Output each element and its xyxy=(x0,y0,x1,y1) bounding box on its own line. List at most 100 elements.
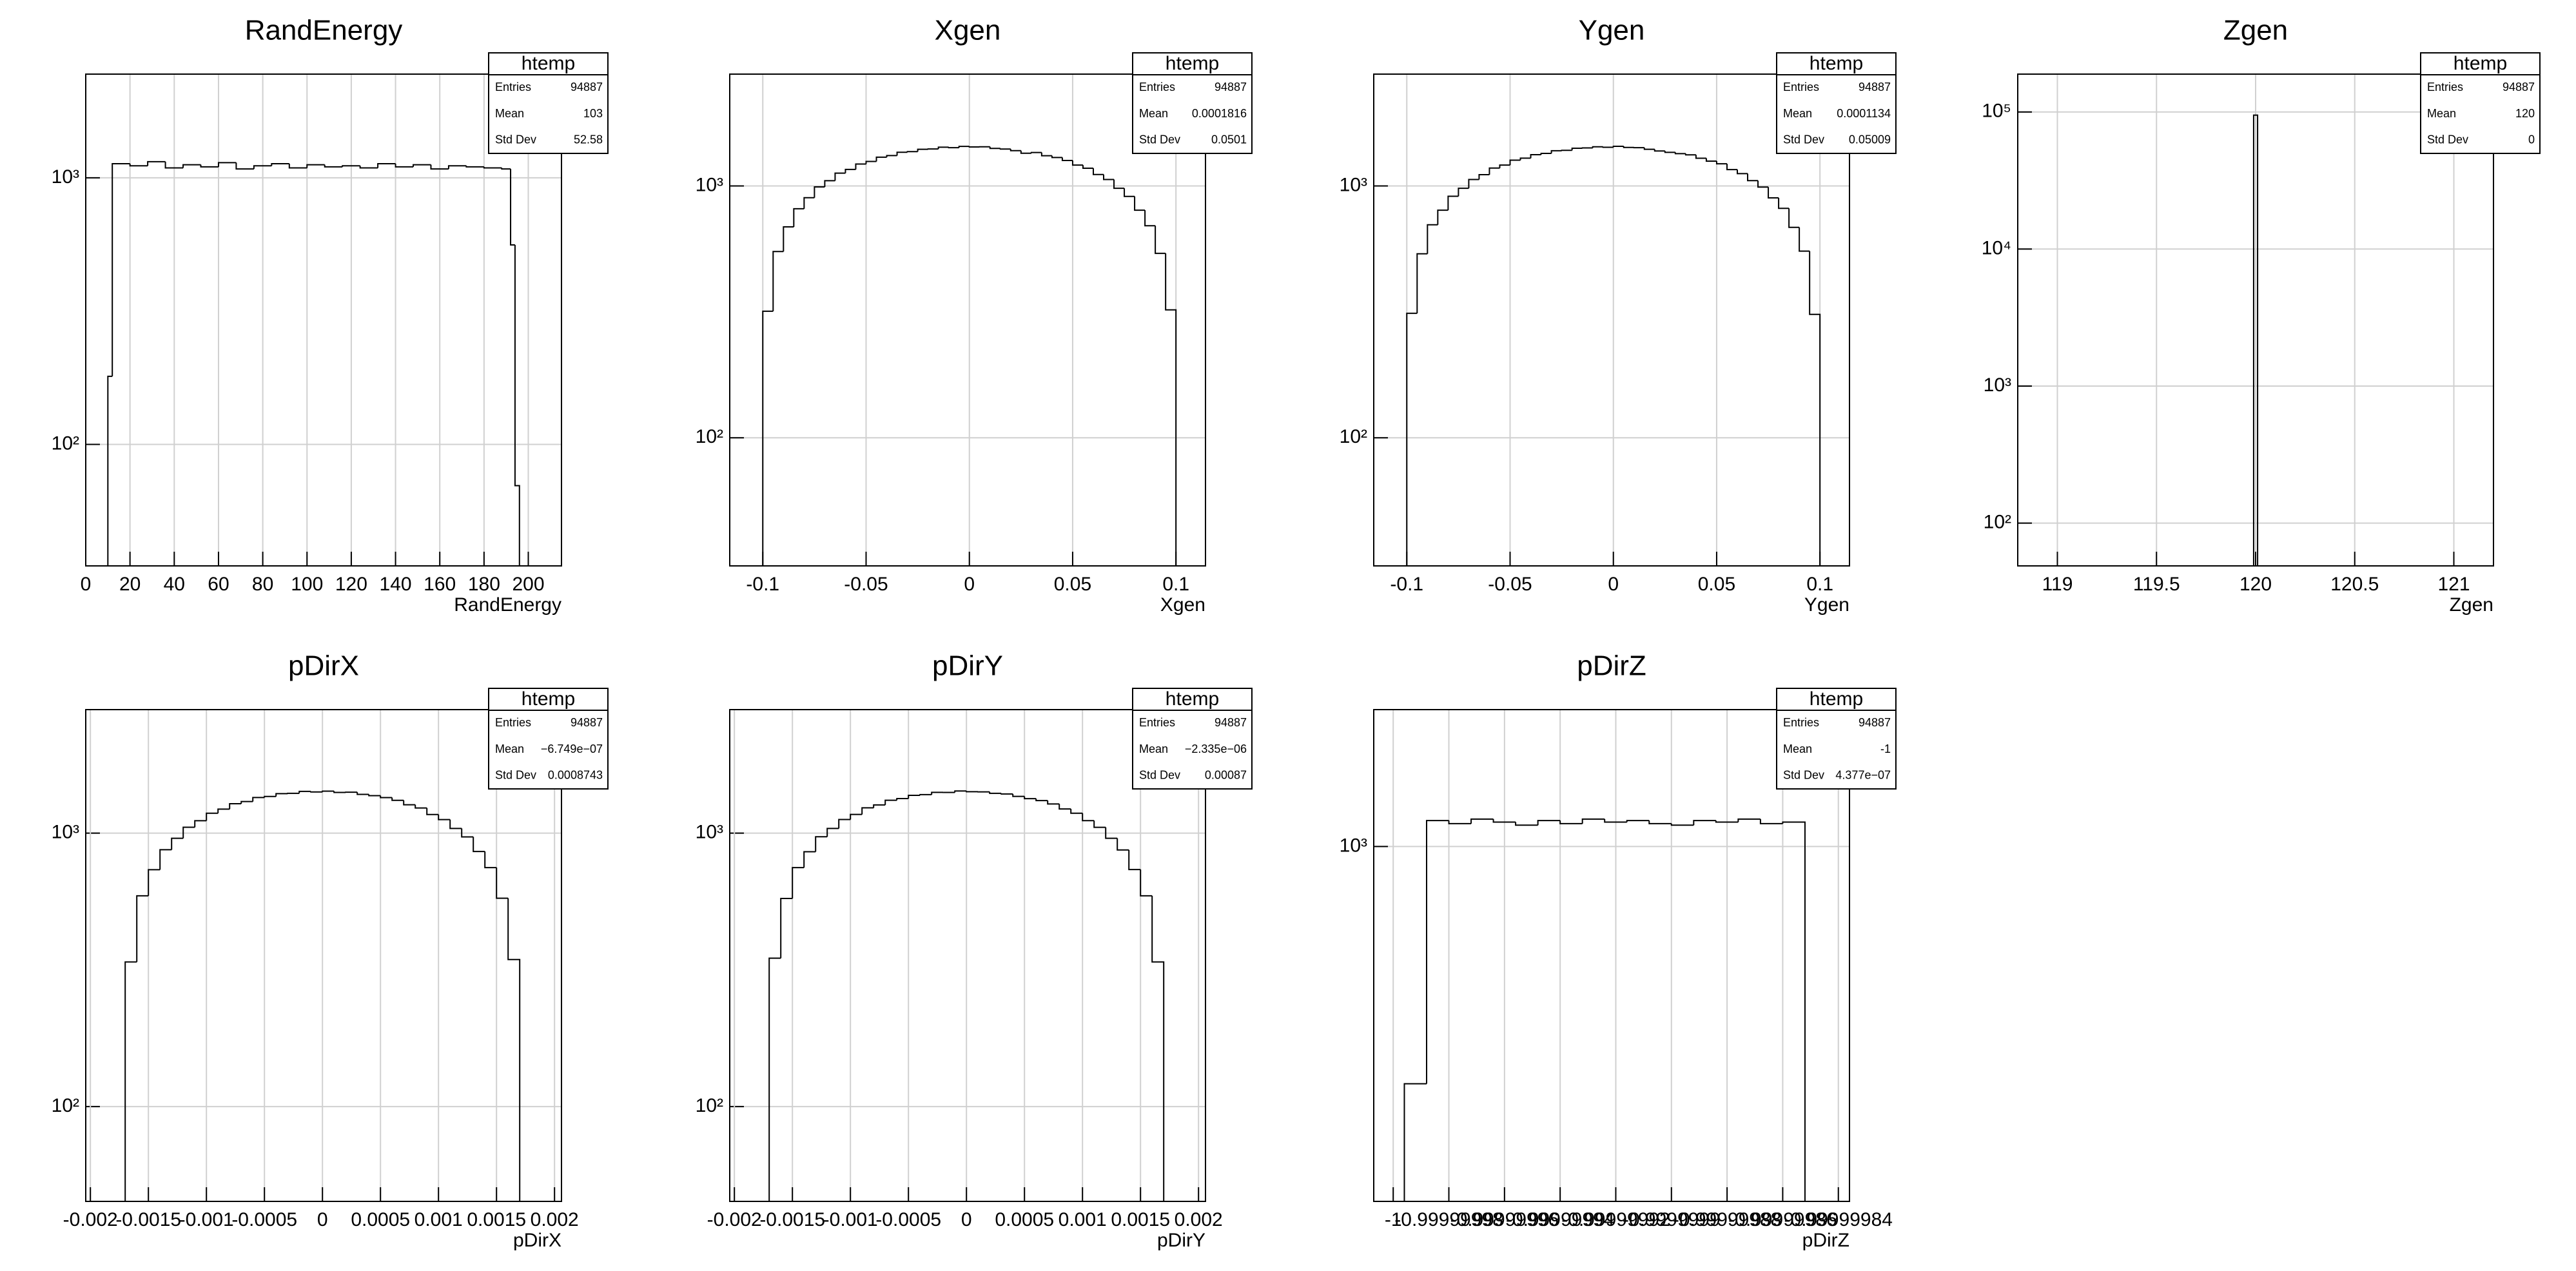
stats-value: 0.0001816 xyxy=(1192,107,1247,120)
x-tick-label: 120.5 xyxy=(2330,574,2379,595)
x-axis-title: pDirX xyxy=(513,1230,561,1251)
histogram-bin xyxy=(171,837,184,850)
histogram-bin xyxy=(514,245,520,566)
histogram-bin xyxy=(968,146,980,148)
histogram-bin xyxy=(415,804,427,809)
histogram-bin xyxy=(1581,818,1605,824)
histogram-bin xyxy=(124,961,137,1201)
histogram-bin xyxy=(1674,152,1686,155)
x-tick-label: -1 xyxy=(1385,1209,1402,1230)
histogram-bin xyxy=(288,163,307,169)
histogram-bin xyxy=(356,792,369,795)
plot-frame xyxy=(1373,709,1850,1202)
stats-box xyxy=(1132,52,1253,154)
plot-frame xyxy=(85,73,562,567)
histogram-bin xyxy=(377,162,396,168)
stats-label: Mean xyxy=(1139,107,1168,120)
x-tick-label: -0.002 xyxy=(707,1209,762,1230)
histogram-bin xyxy=(324,164,343,168)
x-tick-label: -0.05 xyxy=(844,574,888,595)
stats-box xyxy=(488,688,609,790)
histogram-bin xyxy=(1051,155,1062,159)
histogram-bin xyxy=(403,800,416,806)
stats-label: Entries xyxy=(1139,81,1175,93)
x-tick-label: 100 xyxy=(291,574,323,595)
x-tick-label: 0.001 xyxy=(415,1209,463,1230)
histogram-bin xyxy=(1571,147,1583,151)
histogram-bin xyxy=(1537,820,1561,826)
x-tick-label: 0.0005 xyxy=(351,1209,410,1230)
histogram-bin xyxy=(1134,196,1146,211)
histogram-bin xyxy=(1670,823,1694,826)
histogram-bin xyxy=(1448,820,1472,824)
histogram-bin xyxy=(229,803,242,810)
histogram-bin xyxy=(461,828,474,838)
histogram-bin xyxy=(1128,849,1141,871)
histogram-bin xyxy=(1151,895,1165,1201)
histogram-bin xyxy=(826,828,839,837)
histogram-bin xyxy=(1144,210,1156,227)
stats-label: Std Dev xyxy=(1139,768,1180,781)
plot-frame xyxy=(2017,73,2494,567)
x-tick-label: -0.0005 xyxy=(875,1209,941,1230)
stats-value: -1 xyxy=(1880,742,1891,755)
stats-label: Std Dev xyxy=(2427,133,2468,146)
stats-value: −2.335e−06 xyxy=(1185,742,1247,755)
stats-title: htemp xyxy=(1166,688,1219,710)
histogram-bin xyxy=(306,164,325,168)
stats-label: Entries xyxy=(495,716,531,729)
histogram-bin xyxy=(768,957,781,1201)
histogram-bin xyxy=(1559,820,1583,824)
x-tick-label: -0.99999986 xyxy=(1728,1209,1837,1230)
histogram-bin xyxy=(264,795,277,798)
histogram-bin xyxy=(1113,179,1125,189)
x-tick-label: -0.99999992 xyxy=(1561,1209,1670,1230)
histogram-bin xyxy=(413,164,431,167)
histogram-bin xyxy=(1693,820,1716,826)
x-tick-label: 0.001 xyxy=(1059,1209,1107,1230)
histogram-bin xyxy=(1737,818,1761,822)
stats-label: Std Dev xyxy=(495,133,536,146)
x-tick-label: -0.0015 xyxy=(115,1209,181,1230)
histogram-bin xyxy=(1612,145,1624,148)
stats-label: Mean xyxy=(1783,107,1812,120)
histogram-bin xyxy=(1458,188,1469,197)
histogram-bin xyxy=(271,162,289,166)
y-tick-label: 10³ xyxy=(696,174,723,195)
histogram-bin xyxy=(430,164,449,170)
histogram-bin xyxy=(1799,227,1810,252)
x-tick-label: 0 xyxy=(1608,574,1619,595)
histogram-bin xyxy=(275,793,288,797)
histogram-bin xyxy=(447,165,467,170)
x-tick-label: 121 xyxy=(2437,574,2470,595)
histogram-bin xyxy=(772,251,784,311)
histogram-bin xyxy=(1592,146,1603,148)
histogram-bin xyxy=(1427,224,1438,254)
histogram-bin xyxy=(1715,160,1727,165)
x-tick-label: -0.99999998 xyxy=(1394,1209,1503,1230)
x-tick-label: -0.99999988 xyxy=(1673,1209,1782,1230)
histogram-bin xyxy=(1416,253,1428,314)
histogram-bin xyxy=(886,155,897,157)
histogram-bin xyxy=(395,163,414,168)
stats-label: Std Dev xyxy=(1139,133,1180,146)
stats-label: Std Dev xyxy=(1783,133,1824,146)
x-axis-title: Ygen xyxy=(1804,594,1849,616)
histogram-bin xyxy=(1012,793,1025,797)
stats-label: Mean xyxy=(1783,742,1812,755)
histogram-bin xyxy=(333,791,346,793)
y-tick-label: 10³ xyxy=(1340,174,1367,195)
x-tick-label: 0.05 xyxy=(1698,574,1735,595)
histogram-bin xyxy=(1623,146,1634,148)
histogram-bin xyxy=(164,161,184,169)
histogram-bin xyxy=(1604,819,1627,823)
histogram-bin xyxy=(1070,809,1083,814)
histogram-bin xyxy=(465,166,484,168)
x-tick-label: -0.1 xyxy=(1390,574,1423,595)
stats-value: 52.58 xyxy=(574,133,603,146)
histogram-bin xyxy=(496,868,509,899)
chart-title: Ygen xyxy=(1579,15,1645,46)
histogram-bin xyxy=(235,162,254,170)
histogram-bin xyxy=(107,375,113,566)
x-axis-title: pDirZ xyxy=(1802,1230,1849,1251)
